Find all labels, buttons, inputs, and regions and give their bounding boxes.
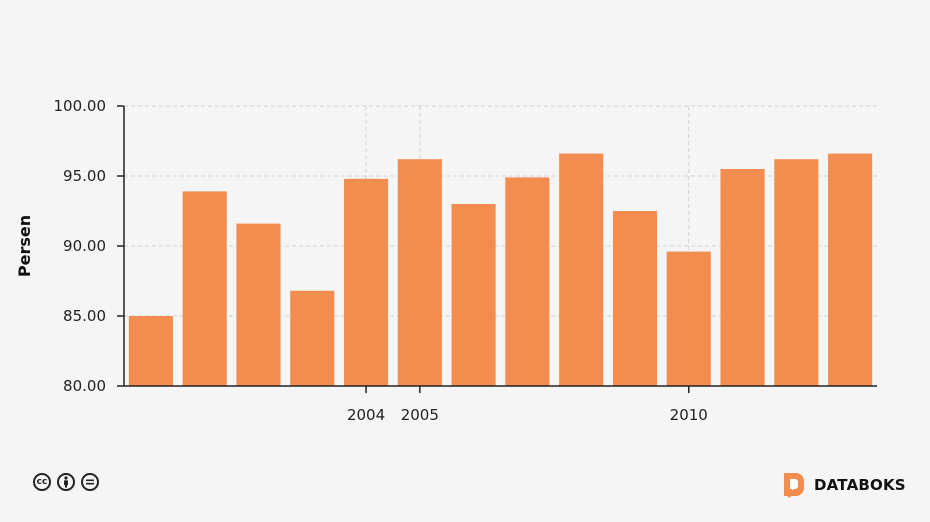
bar [774,159,819,386]
bar [612,211,658,386]
bar [397,159,442,386]
bar [182,191,227,386]
y-tick-label: 100.00 [54,97,107,115]
x-tick-label: 2005 [401,406,439,424]
y-tick-label: 90.00 [63,237,106,255]
bar [559,153,604,386]
databoks-logo-icon [784,473,804,498]
y-tick-label: 85.00 [63,307,106,325]
by-icon [57,473,75,491]
x-tick-label: 2010 [670,406,708,424]
bar [236,223,281,386]
y-tick-label: 95.00 [63,167,106,185]
bar [128,316,173,386]
bars [128,153,873,386]
bar [720,169,765,386]
cc-icon: cc [33,473,51,491]
y-tick-labels: 80.00 85.00 90.00 95.00 100.00 [54,97,124,395]
license-icons: cc [33,473,99,491]
bar [343,178,389,386]
bar [451,204,496,386]
x-tick-label: 2004 [347,406,385,424]
brand-name: DATABOKS [814,475,906,494]
x-tick-labels: 2004 2005 2010 [347,386,708,424]
bar [828,153,873,386]
bar [505,177,550,386]
nd-icon [81,473,99,491]
y-tick-label: 80.00 [63,377,106,395]
bar [290,290,335,386]
brand-logo: DATABOKS [782,471,906,498]
bar [666,251,711,386]
y-axis-label: Persen [15,215,34,277]
